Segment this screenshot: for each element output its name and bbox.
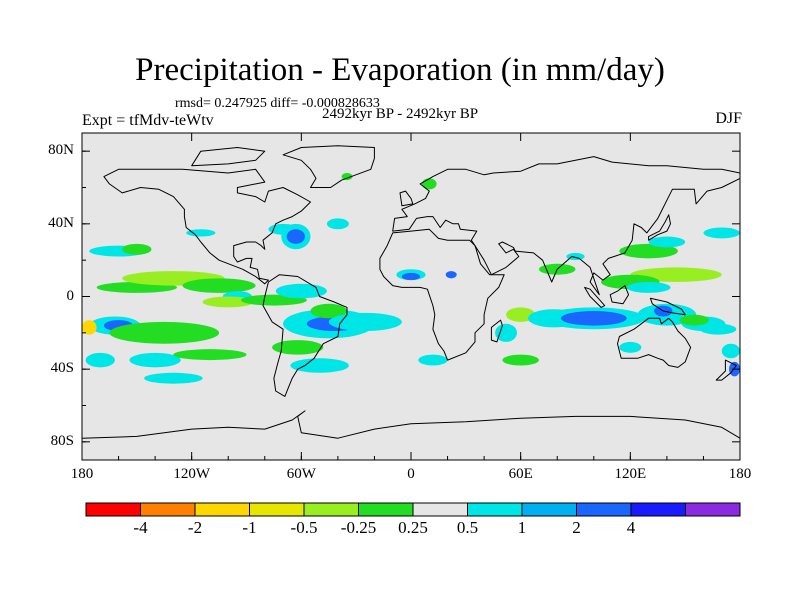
anomaly-patch xyxy=(173,349,247,361)
colorbar-swatch xyxy=(194,502,250,517)
anomaly-patch xyxy=(566,252,585,261)
period-label: 2492kyr BP - 2492kyr BP xyxy=(322,106,479,122)
anomaly-patch xyxy=(699,323,737,335)
colorbar-swatch xyxy=(576,502,632,517)
x-tick-label: 60E xyxy=(508,466,533,482)
anomaly-patch xyxy=(401,272,421,281)
x-tick-label: 120E xyxy=(614,466,647,482)
colorbar-label: 1 xyxy=(517,518,527,537)
x-tick-label: 60W xyxy=(286,466,316,482)
colorbar-label: -0.25 xyxy=(340,518,377,537)
colorbar-swatch xyxy=(85,502,141,517)
colorbar-swatch xyxy=(140,502,196,517)
anomaly-patch xyxy=(703,227,740,239)
coastline-new-guinea xyxy=(649,297,686,316)
map-background xyxy=(82,133,740,460)
anomaly-patch xyxy=(272,340,324,355)
x-tick-label: 180 xyxy=(728,466,752,482)
anomaly-patch xyxy=(290,358,349,373)
anomaly-patch xyxy=(418,354,448,366)
coastline-sumatra xyxy=(584,286,606,308)
anomaly-patch xyxy=(275,283,327,299)
anomaly-patch xyxy=(85,352,115,368)
coastline-north-america xyxy=(103,168,311,285)
x-tick-label: 120W xyxy=(173,466,210,482)
coastline-south-america xyxy=(262,274,348,397)
anomaly-patch xyxy=(129,352,181,368)
colorbar-swatch xyxy=(303,502,359,517)
x-tick-label: 180 xyxy=(70,466,94,482)
coastline-australia xyxy=(617,317,692,368)
anomaly-patch xyxy=(341,172,353,181)
x-tick-label: 0 xyxy=(407,466,415,482)
coastline-greenland xyxy=(282,145,375,188)
chart-title: Precipitation - Evaporation (in mm/day) xyxy=(135,52,665,88)
anomaly-patch xyxy=(186,229,216,237)
coastline-africa xyxy=(379,228,505,361)
colorbar-label: -1 xyxy=(242,518,257,537)
colorbar xyxy=(85,502,741,517)
colorbar-label: -0.5 xyxy=(290,518,318,537)
colorbar-label: 0.25 xyxy=(398,518,428,537)
anomaly-patch xyxy=(202,296,254,308)
anomaly-patch xyxy=(495,323,518,342)
anomaly-patch xyxy=(144,372,203,384)
axis-ticks xyxy=(81,133,741,460)
coastline-madagascar xyxy=(490,319,503,343)
coastlines xyxy=(82,145,740,460)
colorbar-label: 4 xyxy=(626,518,636,537)
season-label: DJF xyxy=(715,110,742,127)
anomaly-patch xyxy=(182,278,256,293)
coastline-new-zealand xyxy=(715,359,737,381)
y-tick-label: 80N xyxy=(48,142,74,159)
coastline-antarctica xyxy=(82,410,740,460)
y-tick-label: 40S xyxy=(50,360,74,377)
anomaly-patch xyxy=(122,243,152,255)
anomaly-patch xyxy=(502,354,539,366)
colorbar-swatch xyxy=(358,502,414,517)
colorbar-swatch xyxy=(685,502,741,517)
coastline-japan xyxy=(648,214,671,241)
colorbar-label: -4 xyxy=(133,518,148,537)
anomaly-patch xyxy=(328,312,402,332)
experiment-label: Expt = tfMdv-teWtv xyxy=(82,112,214,129)
colorbar-label: -2 xyxy=(187,518,203,537)
coastline-british-isles xyxy=(399,190,414,207)
anomaly-patch xyxy=(109,321,220,344)
coastline-greenland-north-islands xyxy=(191,147,266,167)
colorbar-swatch xyxy=(467,502,523,517)
colorbar-label: 2 xyxy=(572,518,581,537)
y-tick-label: 0 xyxy=(66,287,75,304)
anomaly-patch xyxy=(679,314,709,326)
anomaly-patch xyxy=(286,229,305,244)
y-tick-label: 80S xyxy=(50,432,74,449)
colorbar-label: 0.5 xyxy=(456,518,479,537)
anomaly-patch xyxy=(445,271,457,279)
stats-line: rmsd= 0.247925 diff= -0.000828633 xyxy=(175,96,380,111)
colorbar-swatch xyxy=(521,502,577,517)
y-tick-label: 40N xyxy=(48,214,74,231)
anomaly-patch xyxy=(310,303,348,319)
anomaly-patches xyxy=(82,172,740,384)
anomaly-patch xyxy=(326,218,349,230)
anomaly-patch xyxy=(721,343,740,359)
anomaly-patch xyxy=(619,341,642,353)
anomaly-patch xyxy=(82,320,97,335)
colorbar-swatch xyxy=(630,502,686,517)
anomaly-patch xyxy=(626,281,671,293)
anomaly-patch xyxy=(619,243,678,259)
anomaly-patch xyxy=(560,311,627,326)
coastline-borneo xyxy=(609,285,629,305)
colorbar-swatch xyxy=(412,502,468,517)
anomaly-patch xyxy=(648,236,686,248)
colorbar-swatch xyxy=(249,502,305,517)
